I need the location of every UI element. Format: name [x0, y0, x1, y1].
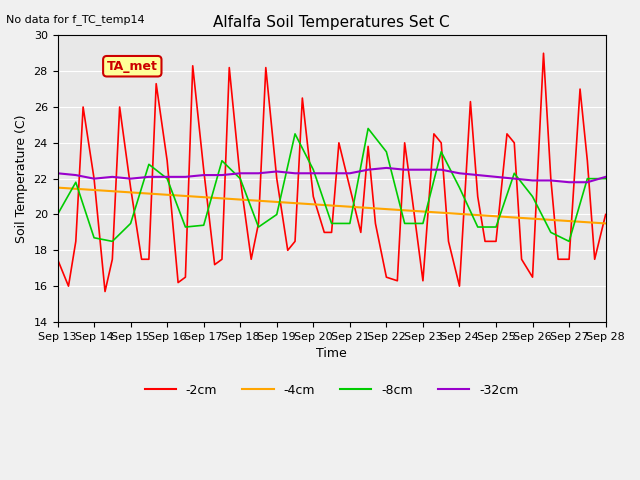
Text: TA_met: TA_met: [107, 60, 157, 73]
Legend: -2cm, -4cm, -8cm, -32cm: -2cm, -4cm, -8cm, -32cm: [140, 379, 524, 402]
Y-axis label: Soil Temperature (C): Soil Temperature (C): [15, 114, 28, 243]
Title: Alfalfa Soil Temperatures Set C: Alfalfa Soil Temperatures Set C: [213, 15, 450, 30]
Text: No data for f_TC_temp14: No data for f_TC_temp14: [6, 14, 145, 25]
X-axis label: Time: Time: [316, 347, 347, 360]
